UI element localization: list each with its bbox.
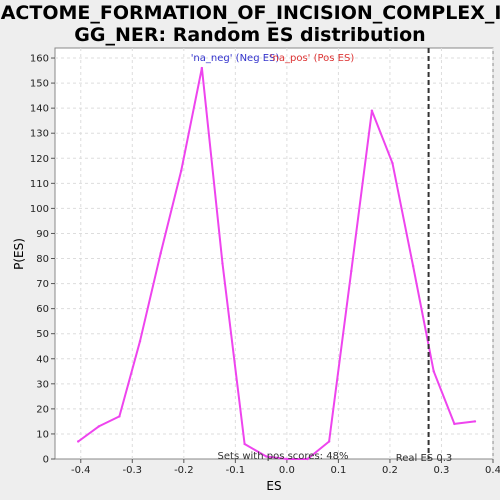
data-point bbox=[432, 370, 435, 373]
y-tick-label: 30 bbox=[36, 379, 49, 390]
y-axis-label: P(ES) bbox=[12, 238, 26, 270]
y-tick-label: 120 bbox=[30, 154, 49, 165]
x-tick-label: -0.2 bbox=[174, 465, 194, 476]
y-tick-label: 80 bbox=[36, 254, 49, 265]
y-tick-label: 20 bbox=[36, 404, 49, 415]
data-point bbox=[370, 109, 374, 112]
data-point bbox=[350, 269, 353, 273]
data-point bbox=[453, 422, 456, 426]
y-tick-label: 70 bbox=[36, 279, 49, 290]
data-point bbox=[76, 440, 80, 443]
data-point bbox=[243, 442, 246, 446]
y-tick-label: 90 bbox=[36, 229, 49, 240]
data-point bbox=[221, 262, 224, 265]
data-point bbox=[285, 457, 289, 461]
data-point bbox=[159, 252, 162, 255]
y-tick-label: 10 bbox=[36, 429, 49, 440]
y-tick-label: 50 bbox=[36, 329, 49, 340]
chart-title-line-2: GG_NER: Random ES distribution bbox=[74, 24, 425, 46]
data-point bbox=[200, 66, 204, 70]
y-tick-label: 150 bbox=[30, 79, 49, 90]
y-tick-label: 60 bbox=[36, 304, 49, 315]
data-point bbox=[180, 169, 183, 172]
real-es-label: Real ES 0.3 bbox=[396, 453, 452, 464]
data-point bbox=[391, 162, 394, 165]
x-tick-label: -0.1 bbox=[226, 465, 246, 476]
legend-entry-pos: 'na_pos' (Pos ES) bbox=[270, 53, 355, 64]
x-tick-label: 0.3 bbox=[434, 465, 450, 476]
data-point bbox=[118, 415, 121, 418]
grid bbox=[55, 48, 494, 459]
data-point bbox=[327, 440, 331, 443]
data-point bbox=[473, 420, 477, 423]
data-point bbox=[265, 455, 268, 458]
y-tick-label: 0 bbox=[43, 455, 49, 466]
x-tick-label: 0.0 bbox=[279, 465, 295, 476]
pos-scores-annotation: Sets with pos scores: 48% bbox=[218, 451, 349, 462]
data-point bbox=[97, 425, 101, 428]
y-tick-label: 40 bbox=[36, 354, 49, 365]
chart-title-line-1: REACTOME_FORMATION_OF_INCISION_COMPLEX_I… bbox=[0, 2, 500, 24]
legend-entry-neg: 'na_neg' (Neg ES) bbox=[191, 53, 280, 64]
x-tick-label: -0.3 bbox=[123, 465, 143, 476]
y-tick-label: 140 bbox=[30, 104, 49, 115]
data-point bbox=[306, 457, 309, 461]
data-point bbox=[138, 340, 142, 343]
y-tick-label: 130 bbox=[30, 129, 49, 140]
series-marks bbox=[76, 48, 477, 461]
x-tick-label: -0.4 bbox=[71, 465, 91, 476]
data-point bbox=[411, 264, 415, 268]
series-line bbox=[77, 67, 476, 460]
y-tick-label: 160 bbox=[30, 54, 49, 65]
x-tick-label: 0.2 bbox=[382, 465, 398, 476]
axes: 0 10 20 30 40 50 60 70 80 90 100 110 120 130 140 150 160… bbox=[30, 54, 500, 476]
y-tick-label: 100 bbox=[30, 204, 49, 215]
y-tick-label: 110 bbox=[30, 179, 49, 190]
x-tick-label: 0.4 bbox=[485, 465, 500, 476]
plot-area bbox=[54, 47, 494, 460]
x-tick-label: 0.1 bbox=[330, 465, 346, 476]
x-axis-label: ES bbox=[266, 479, 281, 493]
